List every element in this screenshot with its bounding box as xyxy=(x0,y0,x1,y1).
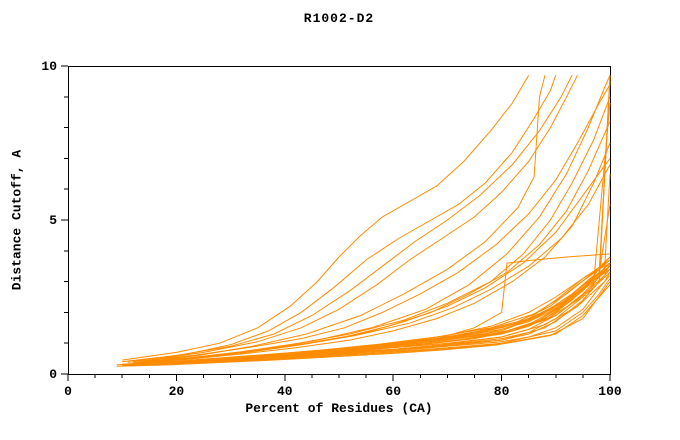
model-curve xyxy=(127,121,611,363)
model-curve xyxy=(122,204,611,365)
model-curve xyxy=(149,74,578,361)
x-tick-label: 0 xyxy=(64,384,72,399)
y-tick-label: 0 xyxy=(49,367,57,382)
model-curve xyxy=(143,158,611,363)
model-curve xyxy=(165,256,611,363)
model-curve xyxy=(132,96,611,363)
chart-title: R1002-D2 xyxy=(303,11,375,26)
y-tick-label: 5 xyxy=(49,213,57,228)
x-tick-label: 60 xyxy=(385,384,401,399)
model-curve xyxy=(116,281,611,367)
x-tick-label: 20 xyxy=(169,384,185,399)
model-curve xyxy=(143,75,611,364)
model-curve xyxy=(154,75,611,363)
model-curve xyxy=(143,75,546,363)
model-curve xyxy=(132,173,611,366)
x-tick-label: 80 xyxy=(494,384,510,399)
model-curve xyxy=(122,74,530,361)
model-curve xyxy=(122,74,573,363)
model-curve xyxy=(132,142,611,364)
model-curve xyxy=(132,75,557,362)
y-tick-label: 10 xyxy=(41,59,57,74)
x-tick-label: 40 xyxy=(277,384,293,399)
model-curve xyxy=(138,164,611,364)
model-curve xyxy=(122,278,611,367)
x-axis-label: Percent of Residues (CA) xyxy=(245,401,433,416)
model-curve xyxy=(122,272,611,366)
x-tick-label: 100 xyxy=(598,384,622,399)
model-curve xyxy=(138,84,611,362)
plot-border xyxy=(68,66,611,375)
